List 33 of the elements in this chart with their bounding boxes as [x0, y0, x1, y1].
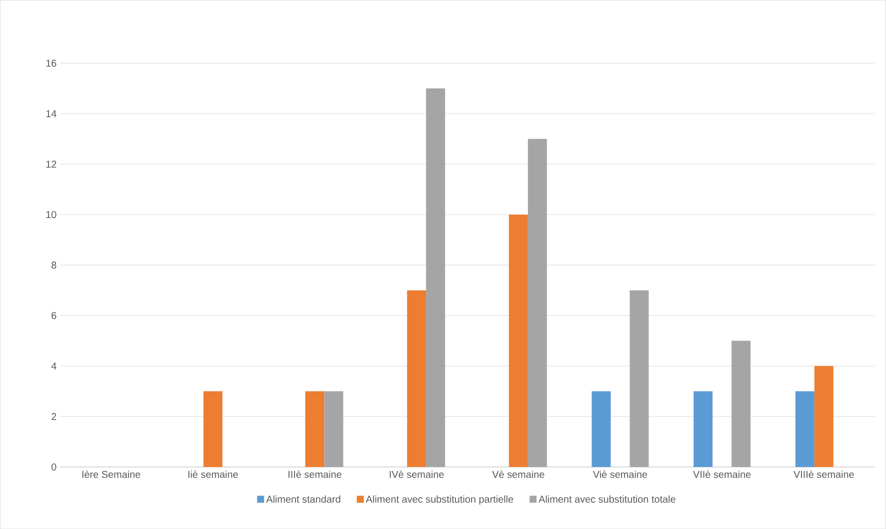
y-tick-label: 4 — [51, 362, 56, 370]
bar — [407, 290, 426, 467]
y-tick-label: 2 — [52, 412, 56, 420]
legend-label: Aliment standard — [266, 495, 340, 503]
y-tick-label: 0 — [52, 463, 56, 470]
bar — [528, 138, 547, 467]
y-tick-label: 16 — [46, 60, 56, 67]
bar — [592, 391, 611, 467]
x-tick-label: VIIIè semaine — [794, 470, 854, 478]
bar — [508, 214, 528, 467]
x-tick-label: Vè semaine — [492, 470, 544, 478]
bar — [630, 290, 649, 467]
bar — [203, 391, 222, 467]
y-tick-label: 6 — [52, 312, 56, 319]
x-tick-label: IIIè semaine — [288, 470, 342, 478]
bar — [814, 366, 834, 467]
x-tick-label: Iiè semaine — [188, 470, 238, 478]
x-tick-label: Ière Semaine — [82, 470, 140, 478]
x-tick-label: VIIè semaine — [693, 470, 751, 478]
bar — [732, 340, 751, 467]
bar — [305, 391, 324, 467]
bar — [694, 391, 713, 467]
bar — [426, 88, 446, 467]
bar — [795, 391, 814, 467]
legend-label: Aliment avec substitution totale — [538, 495, 676, 503]
legend-label: Aliment avec substitution partielle — [366, 495, 514, 505]
y-tick-label: 12 — [46, 160, 56, 168]
x-tick-label: Viè semaine — [592, 470, 648, 478]
y-tick-label: 8 — [52, 261, 56, 269]
y-tick-label: 14 — [46, 110, 56, 117]
y-tick-label: 10 — [46, 211, 56, 218]
x-tick-label: IVè semaine — [390, 470, 444, 478]
bar — [324, 391, 344, 467]
